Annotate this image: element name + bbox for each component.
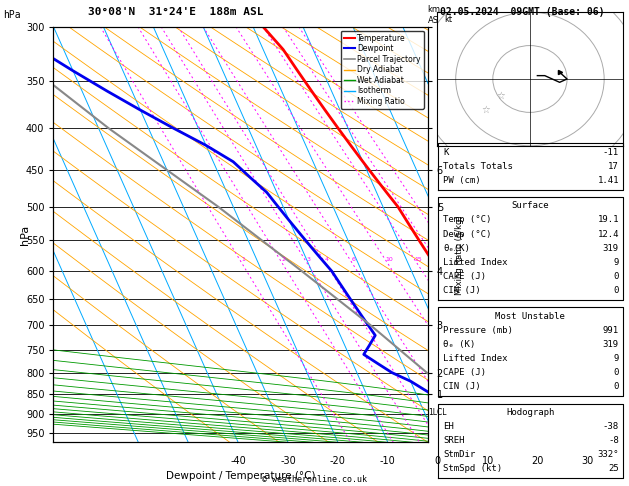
- Text: 319: 319: [603, 244, 619, 253]
- Text: 15: 15: [415, 257, 422, 262]
- Text: 3: 3: [306, 257, 310, 262]
- Text: 1.41: 1.41: [598, 176, 619, 185]
- Text: CAPE (J): CAPE (J): [443, 368, 486, 377]
- Text: 1: 1: [241, 257, 245, 262]
- Text: PW (cm): PW (cm): [443, 176, 481, 185]
- Text: km
ASL: km ASL: [428, 5, 443, 25]
- Text: 4: 4: [325, 257, 329, 262]
- Text: 02.05.2024  09GMT (Base: 06): 02.05.2024 09GMT (Base: 06): [440, 7, 605, 17]
- Text: Dewpoint / Temperature (°C): Dewpoint / Temperature (°C): [166, 471, 315, 481]
- Text: 2: 2: [281, 257, 286, 262]
- Text: 25: 25: [608, 464, 619, 473]
- Text: -11: -11: [603, 148, 619, 156]
- Text: 20: 20: [532, 455, 543, 466]
- Text: 6: 6: [352, 257, 355, 262]
- Text: 10: 10: [481, 455, 494, 466]
- Text: -40: -40: [230, 455, 246, 466]
- Text: 9: 9: [613, 354, 619, 363]
- Text: 332°: 332°: [598, 450, 619, 459]
- Text: 17: 17: [608, 162, 619, 171]
- Text: StmSpd (kt): StmSpd (kt): [443, 464, 503, 473]
- Text: hPa: hPa: [20, 225, 30, 244]
- Text: 0: 0: [613, 382, 619, 391]
- Text: 0: 0: [613, 286, 619, 295]
- Text: 9: 9: [613, 258, 619, 267]
- Text: Lifted Index: Lifted Index: [443, 354, 508, 363]
- Text: 30: 30: [581, 455, 594, 466]
- Text: 0: 0: [613, 368, 619, 377]
- Text: 10: 10: [385, 257, 392, 262]
- Text: ☆: ☆: [496, 91, 504, 101]
- Text: θₑ (K): θₑ (K): [443, 340, 476, 349]
- Text: -10: -10: [380, 455, 396, 466]
- Text: StmDir: StmDir: [443, 450, 476, 459]
- Text: 12.4: 12.4: [598, 229, 619, 239]
- Text: Temp (°C): Temp (°C): [443, 215, 492, 225]
- Text: Hodograph: Hodograph: [506, 408, 554, 417]
- Text: 30°08'N  31°24'E  188m ASL: 30°08'N 31°24'E 188m ASL: [88, 7, 264, 17]
- Text: Dewp (°C): Dewp (°C): [443, 229, 492, 239]
- Text: CIN (J): CIN (J): [443, 382, 481, 391]
- Text: -20: -20: [330, 455, 346, 466]
- Text: -8: -8: [608, 436, 619, 445]
- Text: -38: -38: [603, 422, 619, 431]
- Text: hPa: hPa: [3, 10, 21, 20]
- Text: 991: 991: [603, 326, 619, 335]
- Text: EH: EH: [443, 422, 454, 431]
- Text: 19.1: 19.1: [598, 215, 619, 225]
- Text: 1LCL: 1LCL: [428, 408, 447, 417]
- Text: kt: kt: [445, 15, 453, 24]
- Text: 319: 319: [603, 340, 619, 349]
- Text: Pressure (mb): Pressure (mb): [443, 326, 513, 335]
- Text: 0: 0: [435, 455, 441, 466]
- Text: CIN (J): CIN (J): [443, 286, 481, 295]
- Text: Surface: Surface: [511, 201, 549, 210]
- Text: Most Unstable: Most Unstable: [495, 312, 565, 321]
- Legend: Temperature, Dewpoint, Parcel Trajectory, Dry Adiabat, Wet Adiabat, Isotherm, Mi: Temperature, Dewpoint, Parcel Trajectory…: [340, 31, 424, 109]
- Text: © weatheronline.co.uk: © weatheronline.co.uk: [262, 474, 367, 484]
- Text: CAPE (J): CAPE (J): [443, 272, 486, 281]
- Text: Lifted Index: Lifted Index: [443, 258, 508, 267]
- Text: SREH: SREH: [443, 436, 465, 445]
- Text: Totals Totals: Totals Totals: [443, 162, 513, 171]
- Text: ☆: ☆: [481, 104, 490, 114]
- Text: 0: 0: [613, 272, 619, 281]
- Text: -30: -30: [280, 455, 296, 466]
- Text: K: K: [443, 148, 449, 156]
- Text: θₑ(K): θₑ(K): [443, 244, 470, 253]
- Text: Mixing Ratio (g/kg): Mixing Ratio (g/kg): [455, 215, 464, 295]
